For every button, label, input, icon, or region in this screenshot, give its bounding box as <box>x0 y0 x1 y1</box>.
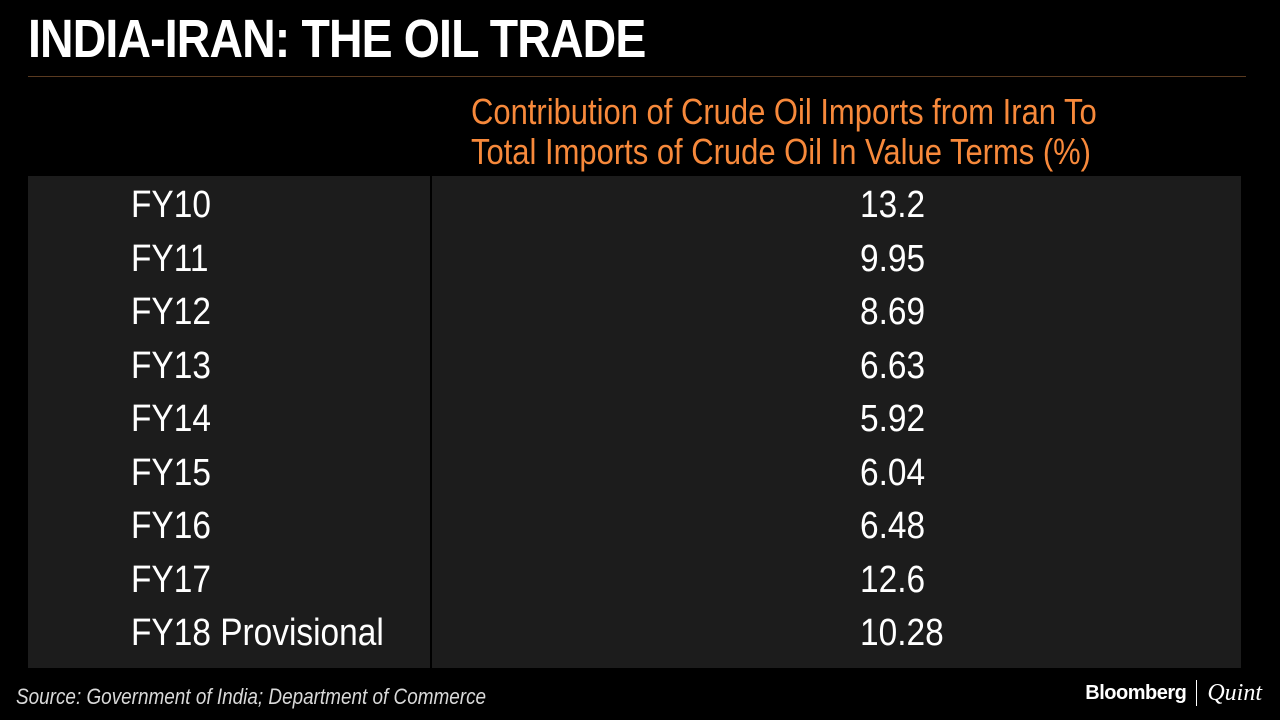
row-value: 12.6 <box>860 558 926 601</box>
table-row: FY13 6.63 <box>28 337 1241 391</box>
column-header-line-1: Contribution of Crude Oil Imports from I… <box>471 91 1097 132</box>
row-value: 8.69 <box>860 291 926 333</box>
row-value: 6.63 <box>860 344 926 387</box>
table-row: FY17 12.6 <box>28 551 1241 605</box>
row-label: FY11 <box>131 237 209 280</box>
row-label: FY13 <box>131 344 211 387</box>
row-label: FY15 <box>131 451 211 494</box>
row-value: 6.48 <box>860 505 926 547</box>
source-note: Source: Government of India; Department … <box>16 684 487 709</box>
column-header-line-2: Total Imports of Crude Oil In Value Term… <box>471 131 1091 172</box>
row-label: FY10 <box>131 184 211 226</box>
table-row: FY10 13.2 <box>28 176 1241 230</box>
row-value: 9.95 <box>860 237 926 280</box>
row-label: FY18 Provisional <box>131 612 384 654</box>
logo-sub: Quint <box>1207 679 1262 706</box>
column-divider <box>430 176 432 668</box>
table-row: FY18 Provisional 10.28 <box>28 604 1241 658</box>
logo-brand: Bloomberg <box>1085 681 1187 704</box>
column-header: Contribution of Crude Oil Imports from I… <box>471 92 1097 172</box>
logo-separator <box>1196 680 1198 706</box>
row-value: 13.2 <box>860 184 926 226</box>
title-divider <box>28 76 1246 77</box>
page-title: INDIA-IRAN: THE OIL TRADE <box>28 9 646 69</box>
row-label: FY14 <box>131 398 211 440</box>
row-label: FY16 <box>131 505 211 547</box>
table-panel <box>28 176 1241 668</box>
table-row: FY14 5.92 <box>28 390 1241 444</box>
bloomberg-quint-logo: Bloomberg Quint <box>1085 676 1262 710</box>
row-value: 6.04 <box>860 451 926 494</box>
table-row: FY11 9.95 <box>28 230 1241 284</box>
row-label: FY12 <box>131 291 211 333</box>
table-body: FY10 13.2 FY11 9.95 FY12 8.69 FY13 6.63 FY14 5.92… <box>28 176 1241 658</box>
table-row: FY15 6.04 <box>28 444 1241 498</box>
table-row: FY16 6.48 <box>28 497 1241 551</box>
row-value: 5.92 <box>860 398 926 440</box>
row-label: FY17 <box>131 558 211 601</box>
table-row: FY12 8.69 <box>28 283 1241 337</box>
row-value: 10.28 <box>860 612 944 654</box>
